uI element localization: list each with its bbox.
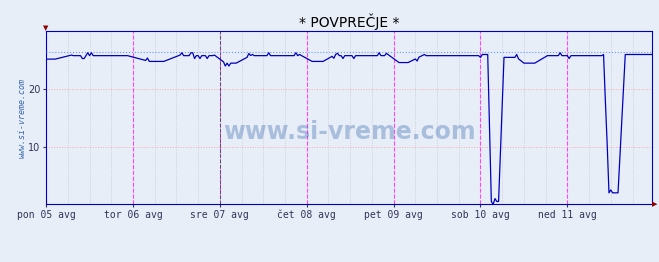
Text: ▼: ▼ bbox=[43, 25, 49, 31]
Title: * POVPREČJE *: * POVPREČJE * bbox=[299, 14, 399, 30]
Y-axis label: www.si-vreme.com: www.si-vreme.com bbox=[18, 78, 27, 158]
Text: www.si-vreme.com: www.si-vreme.com bbox=[223, 120, 476, 144]
Text: ▶: ▶ bbox=[652, 201, 658, 207]
